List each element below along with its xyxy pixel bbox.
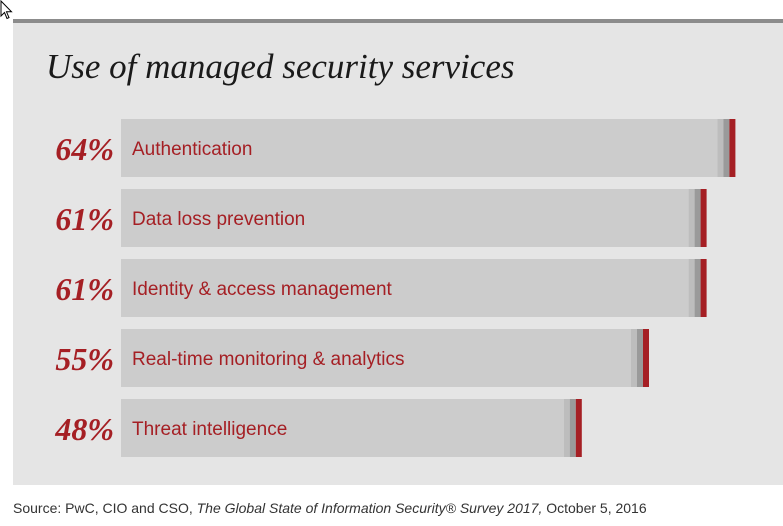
- bar-edge-shade: [688, 189, 695, 247]
- bar-edge-shade: [569, 399, 576, 457]
- bar-edge-shade: [694, 259, 701, 317]
- bar-edge-shade: [688, 259, 695, 317]
- category-label: Threat intelligence: [132, 419, 287, 440]
- data-label: 55%: [55, 341, 114, 377]
- category-label: Real-time monitoring & analytics: [132, 349, 404, 370]
- source-prefix: Source: PwC, CIO and CSO,: [13, 500, 197, 516]
- category-label: Authentication: [132, 139, 252, 160]
- bar: [121, 399, 564, 457]
- bar-row: 55% Real-time monitoring & analytics: [55, 329, 649, 387]
- mouse-cursor-icon: [0, 0, 13, 20]
- bar-edge-accent: [700, 259, 707, 317]
- bar-edge-shade: [717, 119, 724, 177]
- bar: [121, 119, 718, 177]
- bar-edge-shade: [723, 119, 730, 177]
- source-date: October 5, 2016: [542, 500, 647, 516]
- chart-title: Use of managed security services: [46, 47, 515, 86]
- bar-edge-accent: [643, 329, 649, 387]
- bar-edge-shade: [563, 399, 570, 457]
- category-label: Data loss prevention: [132, 209, 305, 230]
- bar-edge-accent: [575, 399, 582, 457]
- bar: [121, 189, 689, 247]
- data-label: 61%: [55, 271, 114, 307]
- bar-row: 64% Authentication: [55, 119, 736, 177]
- data-label: 64%: [55, 131, 114, 167]
- bar-row: 61% Data loss prevention: [55, 189, 707, 247]
- data-label: 48%: [54, 411, 114, 447]
- category-label: Identity & access management: [132, 279, 393, 300]
- data-label: 61%: [55, 201, 114, 237]
- bar-edge-accent: [729, 119, 736, 177]
- bar-edge-shade: [694, 189, 701, 247]
- source-note: Source: PwC, CIO and CSO, The Global Sta…: [13, 500, 647, 516]
- source-publication: The Global State of Information Security…: [196, 500, 543, 516]
- bar-row: 48% Threat intelligence: [54, 399, 582, 457]
- bar-edge-shade: [637, 329, 643, 387]
- bar: [121, 259, 689, 317]
- bar-row: 61% Identity & access management: [55, 259, 707, 317]
- bar: [121, 329, 631, 387]
- bar-edge-accent: [700, 189, 707, 247]
- bar-edge-shade: [631, 329, 637, 387]
